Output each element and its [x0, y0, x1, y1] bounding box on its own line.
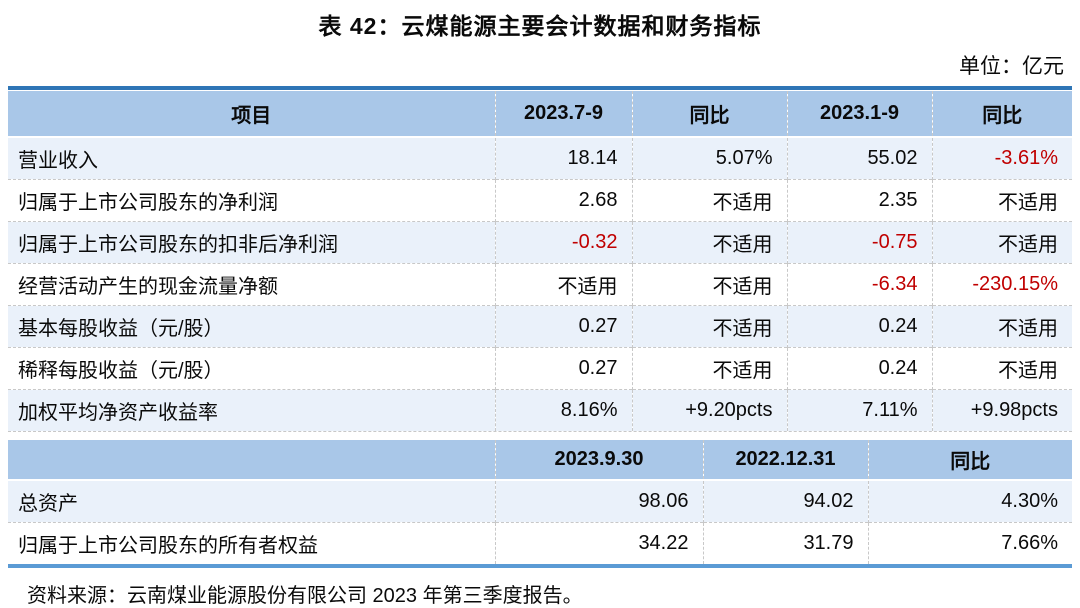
- row-label: 经营活动产生的现金流量净额: [8, 263, 495, 306]
- column-header-yoy-3: 同比: [867, 439, 1072, 481]
- cell-value: 7.11%: [786, 389, 932, 431]
- cell-value: 不适用: [931, 179, 1072, 222]
- cell-value: 18.14: [494, 137, 632, 180]
- cell-value: 不适用: [931, 347, 1072, 390]
- unit-label: 单位：亿元: [959, 55, 1064, 78]
- cell-value: 不适用: [931, 305, 1072, 348]
- table-row: 归属于上市公司股东的所有者权益 34.22 31.79 7.66%: [8, 522, 1072, 564]
- table-top-border: [8, 86, 1072, 90]
- cell-value: +9.20pcts: [631, 389, 787, 431]
- table-row: 基本每股收益（元/股） 0.27 不适用 0.24 不适用: [8, 305, 1072, 348]
- source-note: 资料来源：云南煤业能源股份有限公司 2023 年第三季度报告。: [27, 585, 583, 607]
- section-divider: [8, 431, 1072, 439]
- table-row: 稀释每股收益（元/股） 0.27 不适用 0.24 不适用: [8, 347, 1072, 390]
- row-label: 营业收入: [8, 137, 495, 180]
- page-title: 表 42：云煤能源主要会计数据和财务指标: [318, 13, 762, 39]
- cell-value: 不适用: [631, 179, 787, 222]
- row-label: 归属于上市公司股东的净利润: [8, 179, 495, 222]
- cell-value: 31.79: [702, 522, 868, 564]
- table-header-row: 项目 2023.7-9 同比 2023.1-9 同比: [8, 90, 1072, 138]
- cell-value: 不适用: [631, 221, 787, 264]
- cell-value: +9.98pcts: [931, 389, 1072, 431]
- financial-table: 项目 2023.7-9 同比 2023.1-9 同比 营业收入 18.14 5.…: [8, 86, 1072, 568]
- cell-value: 2.68: [494, 179, 632, 222]
- column-header-2023-9-30: 2023.9.30: [494, 439, 703, 481]
- table-header-row: 2023.9.30 2022.12.31 同比: [8, 439, 1072, 481]
- column-header-item: 项目: [8, 90, 495, 138]
- row-label: 归属于上市公司股东的扣非后净利润: [8, 221, 495, 264]
- cell-value: 不适用: [631, 305, 787, 348]
- balance-sheet-table: 2023.9.30 2022.12.31 同比 总资产 98.06 94.02 …: [8, 439, 1072, 564]
- cell-value: -3.61%: [931, 137, 1072, 180]
- quarterly-data-table: 项目 2023.7-9 同比 2023.1-9 同比 营业收入 18.14 5.…: [8, 90, 1072, 431]
- cell-value: 2.35: [786, 179, 932, 222]
- table-row: 总资产 98.06 94.02 4.30%: [8, 480, 1072, 523]
- table-row: 归属于上市公司股东的净利润 2.68 不适用 2.35 不适用: [8, 179, 1072, 222]
- cell-value: 8.16%: [494, 389, 632, 431]
- cell-value: -230.15%: [931, 263, 1072, 306]
- table-row: 加权平均净资产收益率 8.16% +9.20pcts 7.11% +9.98pc…: [8, 389, 1072, 431]
- column-header-2023-7-9: 2023.7-9: [494, 90, 632, 138]
- cell-value: 7.66%: [867, 522, 1072, 564]
- cell-value: 0.27: [494, 347, 632, 390]
- row-label: 加权平均净资产收益率: [8, 389, 495, 431]
- cell-value: 0.24: [786, 347, 932, 390]
- cell-value: 不适用: [631, 263, 787, 306]
- cell-value: 0.27: [494, 305, 632, 348]
- row-label: 归属于上市公司股东的所有者权益: [8, 522, 495, 564]
- cell-value: 94.02: [702, 480, 868, 523]
- cell-value: 34.22: [494, 522, 703, 564]
- cell-value: -0.75: [786, 221, 932, 264]
- cell-value: 4.30%: [867, 480, 1072, 523]
- table-bottom-border: [8, 564, 1072, 568]
- column-header-2022-12-31: 2022.12.31: [702, 439, 868, 481]
- cell-value: 不适用: [494, 263, 632, 306]
- column-header-yoy-2: 同比: [931, 90, 1072, 138]
- cell-value: 55.02: [786, 137, 932, 180]
- cell-value: 0.24: [786, 305, 932, 348]
- column-header-2023-1-9: 2023.1-9: [786, 90, 932, 138]
- column-header-empty: [8, 439, 495, 481]
- cell-value: 98.06: [494, 480, 703, 523]
- row-label: 基本每股收益（元/股）: [8, 305, 495, 348]
- cell-value: 不适用: [931, 221, 1072, 264]
- row-label: 稀释每股收益（元/股）: [8, 347, 495, 390]
- table-row: 营业收入 18.14 5.07% 55.02 -3.61%: [8, 137, 1072, 180]
- row-label: 总资产: [8, 480, 495, 523]
- table-row: 归属于上市公司股东的扣非后净利润 -0.32 不适用 -0.75 不适用: [8, 221, 1072, 264]
- column-header-yoy-1: 同比: [631, 90, 787, 138]
- cell-value: 5.07%: [631, 137, 787, 180]
- cell-value: -0.32: [494, 221, 632, 264]
- cell-value: 不适用: [631, 347, 787, 390]
- cell-value: -6.34: [786, 263, 932, 306]
- table-row: 经营活动产生的现金流量净额 不适用 不适用 -6.34 -230.15%: [8, 263, 1072, 306]
